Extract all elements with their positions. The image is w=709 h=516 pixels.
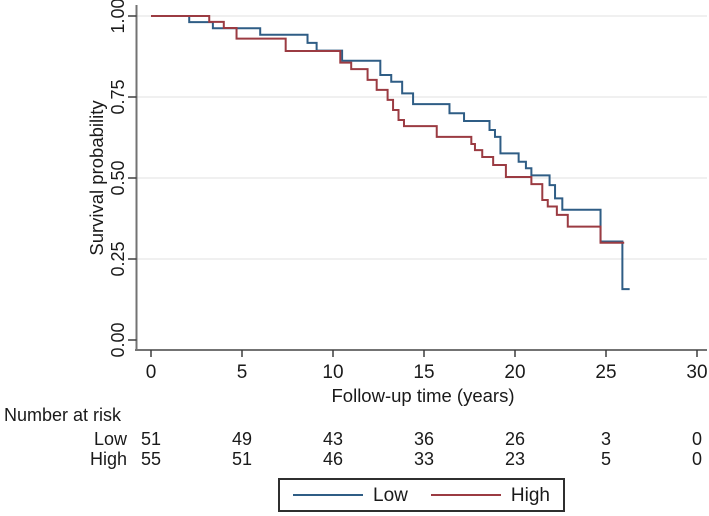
x-tick-label: 20: [504, 362, 525, 383]
high-survival-curve: [151, 15, 625, 244]
low-series-line-swatch: [293, 494, 363, 496]
risk-value: 49: [231, 429, 253, 449]
x-axis-title: Follow-up time (years): [332, 385, 515, 406]
risk-table-title: Number at risk: [4, 405, 122, 425]
x-tick-label: 5: [237, 362, 248, 383]
x-tick-label: 10: [322, 362, 343, 383]
legend-item-high: High: [430, 484, 550, 506]
y-tick-label: 1.00: [108, 0, 128, 34]
high-series-line-swatch: [430, 494, 501, 496]
risk-value: 0: [691, 429, 702, 449]
legend-label-low: Low: [373, 484, 408, 506]
risk-value: 3: [600, 429, 611, 449]
y-tick-label: 0.75: [108, 79, 128, 114]
legend-item-low: Low: [293, 486, 408, 505]
risk-value: 26: [504, 429, 526, 449]
risk-value: 55: [140, 449, 162, 469]
risk-value: 46: [322, 449, 344, 469]
risk-value: 23: [504, 449, 526, 469]
risk-value: 5: [600, 449, 611, 469]
risk-row-label-low: Low: [93, 429, 127, 449]
x-tick-label: 25: [595, 362, 616, 383]
x-tick-label: 30: [686, 362, 707, 383]
y-tick-label: 0.50: [108, 160, 128, 195]
risk-value: 0: [691, 449, 702, 469]
legend-box: Low High: [278, 478, 565, 512]
x-tick-label: 0: [146, 362, 157, 383]
risk-value: 43: [322, 429, 344, 449]
risk-value: 51: [231, 449, 253, 469]
risk-value: 51: [140, 429, 162, 449]
legend-label-high: High: [510, 484, 550, 506]
y-axis-title: Survival probability: [86, 100, 107, 256]
risk-row-label-high: High: [89, 449, 127, 469]
low-survival-curve: [151, 15, 630, 291]
x-tick-label: 15: [413, 362, 434, 383]
y-tick-label: 0.25: [108, 241, 128, 276]
y-tick-label: 0.00: [108, 322, 128, 357]
risk-value: 36: [413, 429, 435, 449]
risk-value: 33: [413, 449, 435, 469]
